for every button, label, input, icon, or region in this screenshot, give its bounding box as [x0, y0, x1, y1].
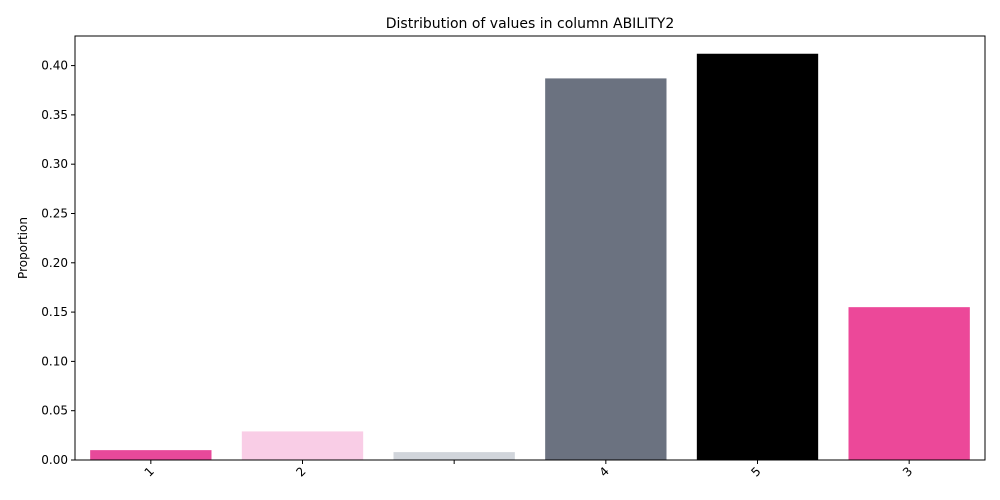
- bar-3: [545, 78, 667, 461]
- bar-0: [90, 450, 212, 460]
- chart-title: Distribution of values in column ABILITY…: [386, 16, 675, 32]
- plot-frame: [74, 35, 986, 461]
- x-axis: 1 2 4 5 3: [142, 460, 915, 480]
- y-tick-label-5: 0.25: [41, 206, 68, 220]
- y-tick-label-1: 0.05: [41, 404, 68, 418]
- bar-2: [393, 452, 515, 460]
- bar-5: [848, 307, 970, 460]
- y-tick-label-4: 0.20: [41, 256, 68, 270]
- bars-group: [90, 53, 970, 461]
- x-tick-label-3: 4: [597, 464, 612, 479]
- y-tick-label-8: 0.40: [41, 59, 68, 73]
- y-tick-label-2: 0.10: [41, 354, 68, 368]
- y-axis: 0.00 0.05 0.10 0.15 0.20 0.25 0.30 0.35 0.40: [41, 59, 75, 467]
- x-tick-label-4: 5: [748, 464, 763, 479]
- bar-1: [241, 431, 364, 460]
- x-tick-label-0: 1: [142, 464, 157, 479]
- y-tick-label-6: 0.30: [41, 157, 68, 171]
- y-axis-label: Proportion: [16, 217, 30, 279]
- y-tick-label-0: 0.00: [41, 453, 68, 467]
- y-tick-label-7: 0.35: [41, 108, 68, 122]
- bar-4: [696, 53, 819, 460]
- x-tick-label-1: 2: [293, 464, 308, 479]
- x-tick-label-5: 3: [900, 464, 915, 479]
- y-tick-label-3: 0.15: [41, 305, 68, 319]
